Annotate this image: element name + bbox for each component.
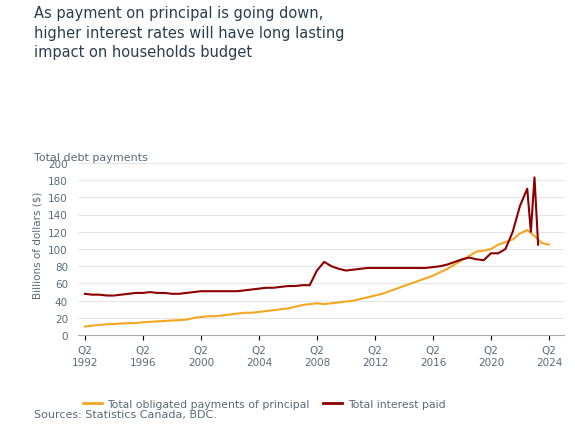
Text: Total debt payments: Total debt payments (34, 153, 148, 163)
Y-axis label: Billions of dollars ($): Billions of dollars ($) (33, 191, 43, 299)
Text: Sources: Statistics Canada, BDC.: Sources: Statistics Canada, BDC. (34, 409, 217, 419)
Text: As payment on principal is going down,
higher interest rates will have long last: As payment on principal is going down, h… (34, 6, 345, 60)
Legend: Total obligated payments of principal, Total interest paid: Total obligated payments of principal, T… (78, 395, 450, 414)
